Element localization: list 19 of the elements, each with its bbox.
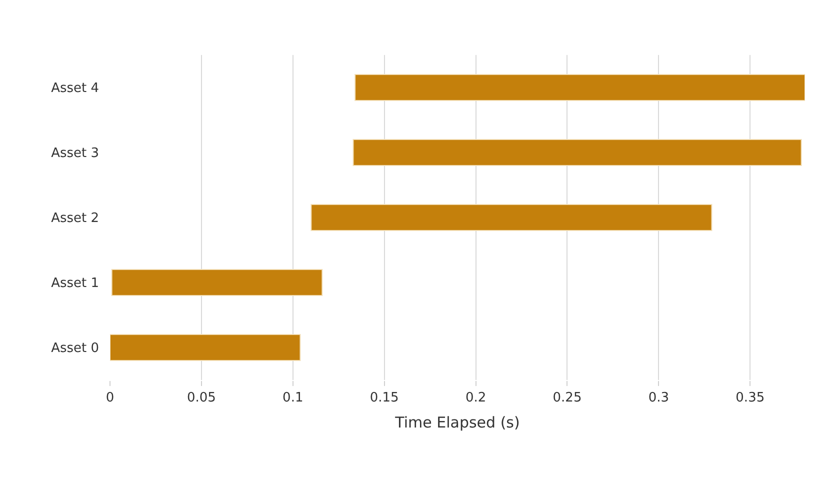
x-tick-label: 0.2 <box>465 390 486 406</box>
x-tick-label: 0.3 <box>648 390 670 406</box>
bar <box>310 204 712 231</box>
x-tick-label: 0 <box>106 390 114 406</box>
bar <box>352 139 802 166</box>
y-tick-label: Asset 3 <box>51 146 99 162</box>
x-tick-label: 0.25 <box>552 390 582 406</box>
x-tick-label: 0.1 <box>282 390 304 406</box>
y-tick-label: Asset 1 <box>51 276 99 292</box>
bar <box>354 74 805 101</box>
x-tick-label: 0.15 <box>370 390 399 406</box>
y-tick-label: Asset 4 <box>51 81 99 96</box>
bar <box>111 269 323 296</box>
x-tick-label: 0.05 <box>186 390 216 406</box>
bar <box>110 334 301 361</box>
x-axis-title: Time Elapsed (s) <box>394 414 520 432</box>
y-tick-label: Asset 0 <box>51 341 99 356</box>
x-tick-label: 0.35 <box>736 390 765 406</box>
y-tick-label: Asset 2 <box>51 211 99 226</box>
